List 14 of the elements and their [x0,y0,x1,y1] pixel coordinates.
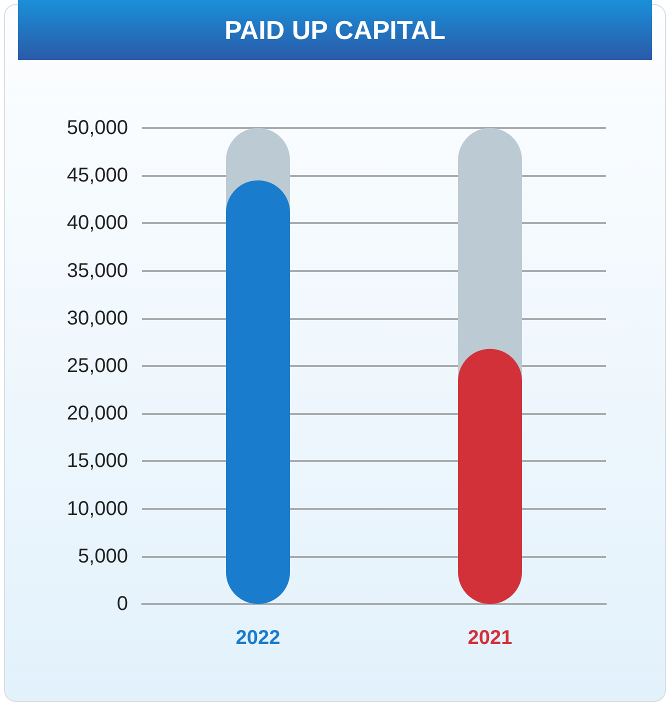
x-tick-label: 2021 [468,627,512,649]
y-tick-label: 0 [116,593,128,615]
y-tick-label: 40,000 [66,212,128,234]
x-tick-label: 2022 [236,627,280,649]
y-tick-label: 30,000 [66,307,128,330]
y-tick-label: 10,000 [66,498,128,520]
y-tick-label: 45,000 [66,164,128,187]
y-tick-label: 50,000 [66,117,128,139]
y-tick-label: 15,000 [66,450,128,472]
y-tick-label: 35,000 [66,260,128,282]
y-tick-label: 25,000 [66,355,128,377]
y-tick-label: 5,000 [78,545,128,568]
y-tick-label: 20,000 [66,402,128,425]
chart-title: PAID UP CAPITAL [18,0,652,60]
